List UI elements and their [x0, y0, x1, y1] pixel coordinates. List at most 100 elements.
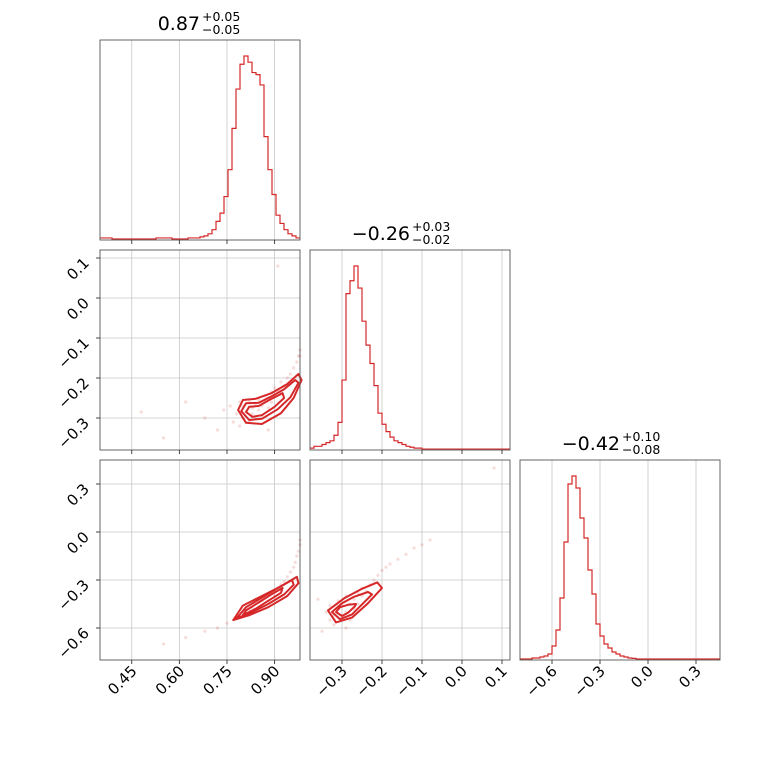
param-title-lower-2: −0.08	[622, 442, 660, 457]
scatter-point-0-7	[231, 420, 235, 424]
scatter-point-0-3	[203, 416, 207, 420]
scatter-point-1-3	[215, 626, 220, 630]
contour-2-1	[331, 591, 373, 621]
contour-1-2	[232, 575, 300, 621]
scatter-point-0-4	[215, 428, 220, 432]
contour-1-0	[241, 587, 284, 617]
scatter-point-0-39	[296, 354, 301, 358]
x-tick-label-1-3: 0.0	[441, 662, 471, 692]
scatter-point-2-16	[356, 602, 360, 606]
param-title-upper-2: +0.10	[622, 429, 660, 444]
y-tick-label-1-3: 0.0	[63, 294, 93, 324]
y-tick-label-2-0: −0.6	[54, 624, 92, 662]
pair-panel-0-2	[99, 459, 302, 661]
x-tick-label-0-3: 0.90	[247, 662, 283, 698]
scatter-point-2-25	[388, 562, 392, 566]
scatter-point-0-33	[279, 380, 283, 384]
contour-2-0	[335, 603, 357, 617]
pair-panel-bg-2	[310, 460, 510, 660]
param-title-upper-0: +0.05	[202, 9, 240, 24]
y-tick-label-1-0: −0.3	[54, 414, 92, 452]
scatter-point-2-34	[344, 626, 348, 630]
scatter-point-0-44	[238, 424, 242, 428]
y-tick-label-2-3: 0.3	[63, 480, 93, 510]
scatter-point-0-0	[139, 410, 143, 414]
scatter-point-0-35	[285, 376, 289, 380]
param-title-upper-1: +0.03	[412, 219, 450, 234]
scatter-point-2-26	[396, 557, 400, 561]
x-tick-label-1-0: −0.3	[312, 662, 350, 700]
param-title-median-2: −0.42	[562, 433, 620, 455]
scatter-point-2-28	[412, 546, 416, 550]
contour-2-2	[327, 581, 383, 624]
scatter-point-2-22	[376, 573, 380, 577]
histogram-step-2	[520, 475, 720, 660]
scatter-point-2-4	[332, 623, 336, 627]
scatter-point-0-1	[161, 436, 166, 440]
scatter-point-2-33	[320, 629, 324, 633]
param-title-median-1: −0.26	[352, 223, 410, 245]
hist-panel-2: −0.42 +0.10−0.08	[519, 429, 721, 661]
hist-frame-1	[309, 249, 511, 451]
scatter-point-0-42	[276, 264, 280, 268]
scatter-point-1-21	[282, 580, 286, 584]
x-tick-label-2-2: 0.0	[627, 662, 657, 692]
pair-frame-2	[309, 459, 511, 661]
scatter-point-1-24	[292, 565, 296, 569]
x-tick-label-1-1: −0.2	[352, 662, 390, 700]
hist-frame-2	[519, 459, 721, 661]
param-title-lower-1: −0.02	[412, 232, 450, 247]
scatter-point-0-37	[292, 366, 296, 370]
pair-frame-0	[99, 249, 301, 451]
scatter-point-0-6	[228, 404, 232, 408]
scatter-point-1-27	[296, 549, 301, 553]
scatter-point-2-27	[404, 552, 408, 557]
scatter-point-2-1	[328, 618, 332, 622]
hist-panel-bg-1	[310, 250, 510, 450]
scatter-point-1-1	[184, 636, 188, 640]
scatter-point-0-30	[273, 386, 277, 390]
x-tick-label-2-3: 0.3	[675, 662, 705, 692]
x-tick-label-2-0: −0.6	[522, 662, 560, 700]
scatter-point-2-31	[492, 466, 496, 470]
pair-panel-0-1	[99, 249, 303, 451]
x-tick-label-0-1: 0.60	[152, 662, 188, 698]
scatter-point-0-2	[184, 400, 188, 404]
scatter-point-0-27	[269, 400, 274, 404]
scatter-point-2-2	[328, 604, 332, 608]
hist-panel-1: −0.26 +0.03−0.02	[309, 219, 511, 451]
x-tick-label-1-2: −0.1	[392, 662, 430, 700]
hist-panel-bg-2	[520, 460, 720, 660]
param-title-lower-0: −0.05	[202, 22, 240, 37]
x-tick-label-0-0: 0.45	[104, 662, 140, 698]
x-tick-label-1-4: 0.1	[481, 662, 511, 692]
scatter-point-0-5	[222, 408, 226, 412]
pair-panel-bg-1	[100, 460, 300, 660]
y-tick-label-2-2: 0.0	[63, 528, 93, 558]
contour-1-1	[235, 579, 295, 620]
scatter-point-2-29	[420, 543, 424, 547]
param-title-median-0: 0.87	[158, 13, 200, 35]
hist-panel-bg-0	[100, 40, 300, 240]
contour-0-1	[240, 379, 300, 421]
scatter-point-2-23	[380, 568, 384, 573]
scatter-point-0-38	[295, 360, 299, 364]
scatter-point-2-21	[372, 578, 376, 582]
scatter-point-1-25	[293, 560, 297, 565]
scatter-point-2-0	[324, 610, 328, 614]
scatter-point-0-43	[266, 428, 270, 432]
scatter-point-1-2	[203, 629, 207, 633]
histogram-step-0	[100, 55, 300, 240]
x-tick-label-2-1: −0.3	[570, 662, 608, 700]
scatter-point-0-20	[257, 398, 261, 402]
scatter-point-1-4	[225, 621, 229, 625]
y-tick-label-2-1: −0.3	[54, 576, 92, 614]
scatter-point-0-8	[234, 412, 239, 416]
hist-frame-0	[99, 39, 301, 241]
scatter-point-1-23	[288, 570, 293, 574]
scatter-point-2-24	[384, 565, 388, 569]
pair-frame-1	[99, 459, 301, 661]
scatter-point-0-36	[288, 372, 293, 376]
scatter-point-0-25	[266, 406, 270, 410]
